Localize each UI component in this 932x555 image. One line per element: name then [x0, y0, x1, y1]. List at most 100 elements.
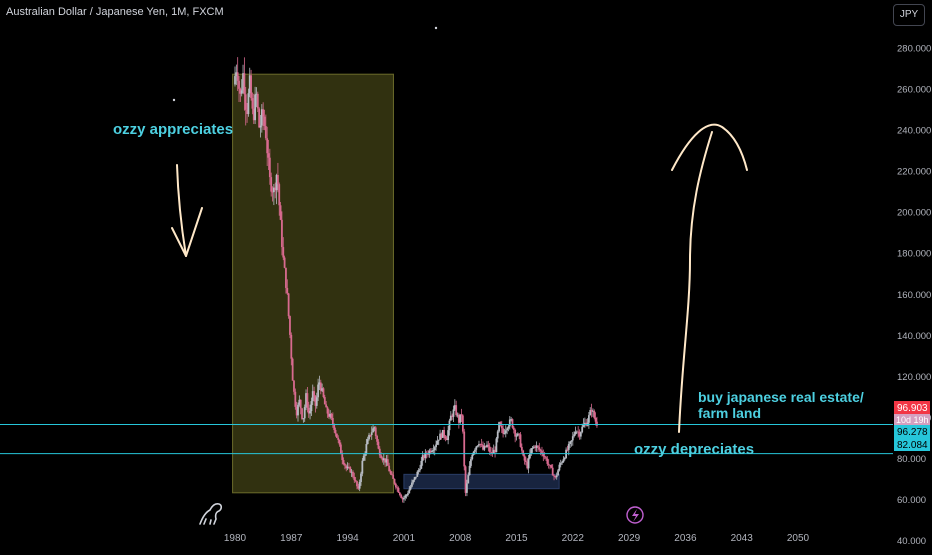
candle-body: [451, 415, 454, 417]
candle-body: [293, 380, 295, 392]
currency-button[interactable]: JPY: [893, 4, 925, 26]
candle-body: [409, 486, 412, 490]
svg-text:10d 19h: 10d 19h: [896, 415, 929, 425]
x-tick-label: 2036: [674, 533, 697, 544]
candle-body: [271, 191, 274, 193]
candle-body: [553, 475, 555, 477]
candle-body: [583, 422, 586, 425]
candle-body: [298, 399, 301, 405]
candle-body: [449, 415, 452, 421]
candle-body: [246, 109, 248, 114]
candle-body: [541, 450, 543, 454]
candle-body: [329, 413, 332, 417]
candle-body: [244, 94, 247, 110]
candle-body: [500, 425, 503, 429]
candle-body: [322, 388, 325, 398]
candle-body: [566, 449, 569, 451]
candle-body: [530, 448, 533, 455]
candle-body: [432, 450, 435, 451]
candle-body: [247, 93, 250, 114]
x-tick-label: 2001: [393, 533, 416, 544]
candle-body: [345, 465, 348, 469]
candle-body: [461, 415, 464, 432]
y-tick-label: 280.000: [897, 44, 931, 55]
candle-body: [405, 495, 408, 496]
candle-body: [484, 445, 487, 448]
candle-body: [429, 450, 432, 453]
candle-body: [415, 476, 417, 478]
lightning-icon[interactable]: [626, 506, 644, 524]
dinosaur-logo-icon[interactable]: [199, 503, 223, 525]
candle-body: [281, 219, 283, 248]
candle-body: [404, 495, 407, 498]
candle-body: [507, 426, 510, 429]
candle-body: [398, 492, 401, 496]
y-tick-label: 160.000: [897, 290, 931, 301]
candle-body: [331, 417, 334, 425]
candle-body: [578, 431, 581, 437]
candle-body: [549, 464, 551, 466]
candle-body: [445, 438, 448, 441]
candle-body: [479, 444, 482, 445]
candle-body: [480, 444, 483, 445]
candle-body: [413, 477, 416, 481]
candle-body: [456, 414, 459, 416]
candle-body: [569, 441, 572, 444]
candle-body: [357, 486, 360, 489]
candle-body: [459, 414, 462, 423]
candle-body: [342, 460, 345, 464]
candle-body: [361, 460, 364, 474]
candle-body: [242, 73, 244, 91]
candle-body: [339, 444, 342, 455]
candle-body: [327, 413, 330, 417]
candle-body: [390, 473, 393, 475]
x-tick-label: 2043: [731, 533, 754, 544]
candle-body: [431, 450, 433, 453]
candle-body: [381, 458, 384, 461]
price-tag-current: 96.903: [894, 401, 930, 414]
candle-body: [295, 406, 298, 416]
candle-body: [491, 452, 494, 454]
candle-body: [318, 382, 321, 385]
candle-body: [417, 470, 420, 472]
candle-body: [593, 410, 596, 418]
stray-dot: [172, 98, 176, 102]
candle-body: [362, 455, 365, 461]
candle-body: [464, 466, 467, 493]
candle-body: [514, 429, 517, 437]
candle-body: [397, 487, 400, 493]
candle-body: [290, 334, 293, 359]
candle-body: [575, 431, 578, 433]
candle-body: [510, 419, 513, 420]
candle-body: [325, 404, 328, 408]
candle-body: [411, 482, 413, 487]
candle-body: [531, 447, 534, 449]
candle-body: [338, 439, 341, 445]
candle-body: [457, 414, 460, 423]
candle-body: [372, 428, 374, 433]
candle-body: [335, 433, 338, 438]
candle-body: [260, 109, 263, 126]
annotation-buy-real-estate-line2: farm land: [698, 405, 761, 421]
x-tick-label: 2029: [618, 533, 641, 544]
candle-body: [286, 287, 289, 294]
candle-body: [512, 427, 515, 430]
candle-body: [348, 466, 350, 468]
range-zone-box: [232, 73, 394, 494]
y-tick-label: 220.000: [897, 167, 931, 178]
candle-body: [365, 444, 368, 454]
x-tick-label: 2050: [787, 533, 810, 544]
candle-body: [534, 446, 537, 448]
candle-body: [570, 440, 573, 442]
candle-body: [421, 455, 424, 461]
x-tick-label: 2015: [505, 533, 528, 544]
candle-body: [538, 447, 541, 450]
candle-body: [358, 481, 361, 489]
candle-body: [368, 434, 370, 440]
candle-body: [330, 413, 333, 418]
candle-body: [240, 90, 243, 94]
candle-body: [301, 408, 303, 419]
candle-body: [334, 429, 337, 434]
